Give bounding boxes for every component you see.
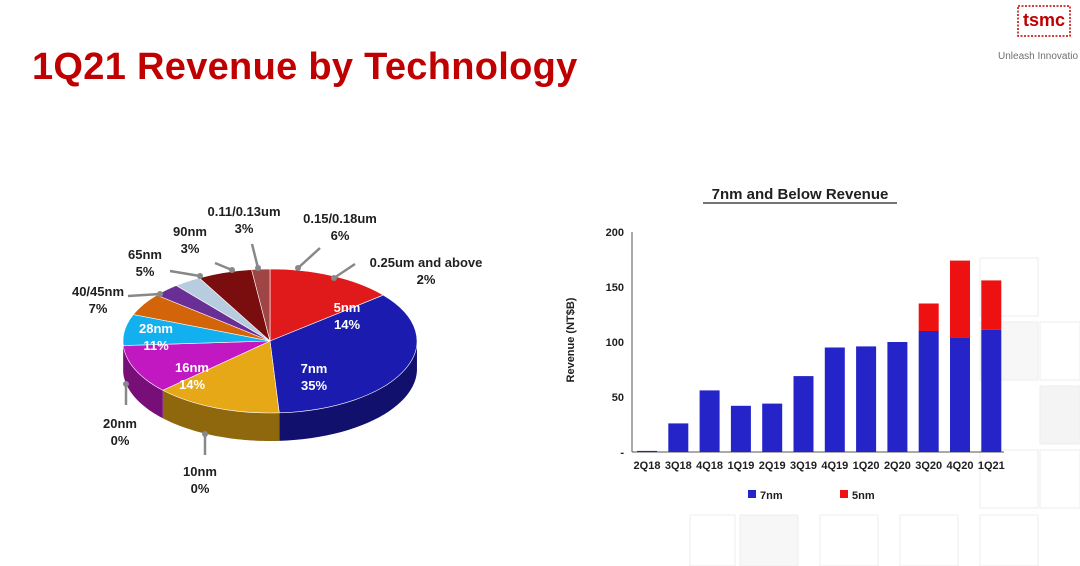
y-tick-zero: -: [620, 447, 624, 459]
pie-label-10nm: 10nm: [183, 464, 217, 479]
legend: 7nm 5nm: [748, 490, 875, 502]
leader-90nm: [214, 261, 233, 272]
pie-value-28nm: 11%: [143, 338, 169, 353]
x-tick-2q20: 2Q20: [884, 460, 911, 472]
pie-value-10nm: 0%: [191, 481, 210, 496]
pie-value-7nm: 35%: [301, 378, 327, 393]
leader-dot-20nm: [123, 381, 129, 387]
page-title: 1Q21 Revenue by Technology: [32, 46, 578, 88]
bar-5nm-4q20: [950, 260, 970, 338]
leader-dot-0-15-0-18um: [295, 265, 301, 271]
pie-label-20nm: 20nm: [103, 416, 137, 431]
x-tick-4q19: 4Q19: [821, 460, 848, 472]
leader-0-15-0-18um: [297, 247, 321, 269]
bar-7nm-3q20: [918, 331, 939, 452]
pie-label-0-11-0-13um: 0.11/0.13um: [208, 204, 281, 219]
legend-swatch-7nm: [748, 490, 756, 498]
y-tick-150: 150: [606, 282, 624, 294]
pie-slice-28nm: [122, 340, 271, 391]
bar-7nm-4q18: [699, 390, 720, 452]
bar-5nm-3q20: [918, 303, 939, 331]
pie-label-0-25um-and-above: 0.25um and above: [370, 255, 483, 270]
leader-dot-40-45nm: [157, 291, 163, 297]
pie-value-0-25um-and-above: 2%: [417, 272, 436, 287]
bar-7nm-2q20: [887, 342, 908, 452]
pie-side-7nm: [279, 342, 417, 441]
pie-value-90nm: 3%: [181, 241, 200, 256]
leader-65nm: [169, 269, 201, 278]
pie-tops: [122, 268, 418, 414]
pie-value-0-11-0-13um: 3%: [235, 221, 254, 236]
pie-slice-16nm: [162, 340, 280, 414]
legend-label-7nm: 7nm: [760, 490, 783, 502]
pie-label-0-15-0-18um: 0.15/0.18um: [303, 211, 377, 226]
x-tick-1q21: 1Q21: [978, 460, 1005, 472]
y-axis-label: Revenue (NT$B): [565, 297, 577, 382]
pie-sides: [123, 341, 417, 441]
leader-dot-0-25um-and-above: [331, 275, 337, 281]
pie-label-5nm: 5nm: [334, 300, 361, 315]
chart-title: 7nm and Below Revenue: [712, 186, 889, 203]
tagline: Unleash Innovatio: [998, 51, 1079, 62]
pie-label-65nm: 65nm: [128, 247, 162, 262]
pie-label-40-45nm: 40/45nm: [72, 284, 124, 299]
pie-value-0-15-0-18um: 6%: [331, 228, 350, 243]
legend-label-5nm: 5nm: [852, 490, 875, 502]
bar-7nm-3q19: [793, 376, 814, 452]
bar-7nm-1q21: [981, 329, 1002, 452]
leader-40-45nm: [127, 292, 161, 298]
y-tick-100: 100: [606, 337, 624, 349]
legend-swatch-5nm: [840, 490, 848, 498]
y-tick-200: 200: [606, 227, 624, 239]
pie-value-65nm: 5%: [136, 264, 155, 279]
x-tick-labels: 2Q18 3Q18 4Q18 1Q19 2Q19 3Q19 4Q19 1Q20 2Q20 3Q20…: [634, 460, 1005, 472]
leader-dot-0-11-0-13um: [255, 265, 261, 271]
pie-label-28nm: 28nm: [139, 321, 173, 336]
pie-side-16nm: [162, 390, 280, 441]
bar-5nm-1q21: [981, 280, 1002, 330]
bar-7nm-4q19: [824, 347, 845, 452]
x-tick-3q18: 3Q18: [665, 460, 692, 472]
x-tick-4q18: 4Q18: [696, 460, 723, 472]
pie-label-7nm: 7nm: [301, 361, 328, 376]
x-tick-2q18: 2Q18: [634, 460, 661, 472]
pie-value-5nm: 14%: [334, 317, 360, 332]
bar-7nm-2q19: [762, 403, 783, 452]
leader-dot-65nm: [197, 273, 203, 279]
leader-0-11-0-13um: [250, 243, 260, 269]
leader-dot-10nm: [202, 431, 208, 437]
x-tick-4q20: 4Q20: [947, 460, 974, 472]
x-tick-3q20: 3Q20: [915, 460, 942, 472]
pie-label-90nm: 90nm: [173, 224, 207, 239]
pie-label-16nm: 16nm: [175, 360, 209, 375]
y-tick-50: 50: [612, 392, 624, 404]
pie-side-28nm: [123, 345, 163, 419]
pie-value-20nm: 0%: [111, 433, 130, 448]
technology-pie-chart: 5nm 14% 7nm 35% 10nm 0% 16nm 14% 20nm 0% 28nm 11% 40…: [72, 204, 482, 496]
logo-text: tsmc: [1023, 10, 1065, 30]
pie-labels: 5nm 14% 7nm 35% 10nm 0% 16nm 14% 20nm 0% 28nm 11% 40…: [72, 204, 482, 496]
pie-slice-7nm: [269, 294, 418, 414]
x-tick-1q19: 1Q19: [727, 460, 754, 472]
pie-leaders: [123, 243, 356, 455]
bars: [637, 260, 1002, 452]
bar-7nm-1q19: [730, 405, 751, 452]
pie-value-16nm: 14%: [179, 377, 205, 392]
bar-7nm-4q20: [950, 337, 970, 452]
y-ticks: - 50 100 150 200: [606, 227, 625, 459]
bar-7nm-1q20: [856, 346, 877, 452]
x-tick-1q20: 1Q20: [853, 460, 880, 472]
x-tick-2q19: 2Q19: [759, 460, 786, 472]
leader-dot-90nm: [229, 267, 235, 273]
bar-7nm-3q18: [668, 423, 689, 452]
bar-7nm-2q18: [637, 450, 657, 452]
tsmc-logo: tsmc: [1012, 2, 1074, 46]
x-tick-3q19: 3Q19: [790, 460, 817, 472]
leader-0-25um-and-above: [333, 262, 356, 280]
pie-value-40-45nm: 7%: [89, 301, 108, 316]
